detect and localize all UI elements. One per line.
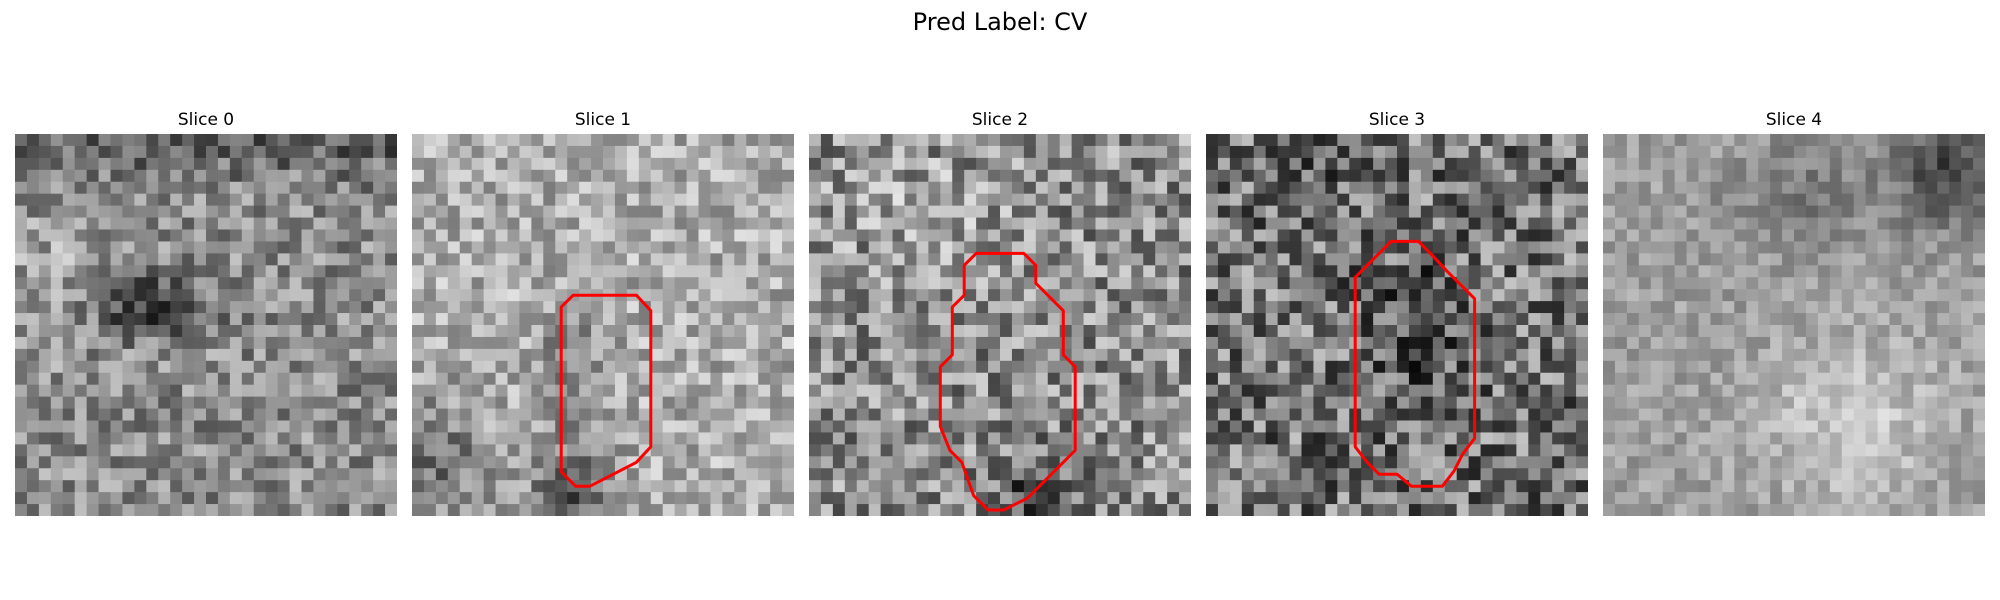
segmentation-contour	[1353, 239, 1477, 488]
slice-pixels	[1603, 134, 1985, 516]
slice-panel-1: Slice 1	[412, 108, 794, 516]
slice-title-1: Slice 1	[574, 110, 632, 130]
slice-panel-4: Slice 4	[1603, 108, 1985, 516]
slice-pixels	[15, 134, 397, 516]
slice-title-3: Slice 3	[1368, 110, 1426, 130]
slice-image-3	[1206, 134, 1588, 516]
slice-image-4	[1603, 134, 1985, 516]
slice-image-1	[412, 134, 794, 516]
slice-title-0: Slice 0	[177, 110, 235, 130]
slice-pixels	[412, 134, 794, 516]
slice-pixels	[1206, 134, 1588, 516]
slice-panel-0: Slice 0	[15, 108, 397, 516]
slice-panel-2: Slice 2	[809, 108, 1191, 516]
slice-title-2: Slice 2	[971, 110, 1029, 130]
slice-image-2	[809, 134, 1191, 516]
slice-image-0	[15, 134, 397, 516]
figure-title: Pred Label: CV	[912, 8, 1088, 36]
segmentation-contour	[559, 293, 653, 488]
slice-pixels	[809, 134, 1191, 516]
segmentation-contour	[938, 251, 1077, 512]
slice-panel-3: Slice 3	[1206, 108, 1588, 516]
slice-title-4: Slice 4	[1765, 110, 1823, 130]
